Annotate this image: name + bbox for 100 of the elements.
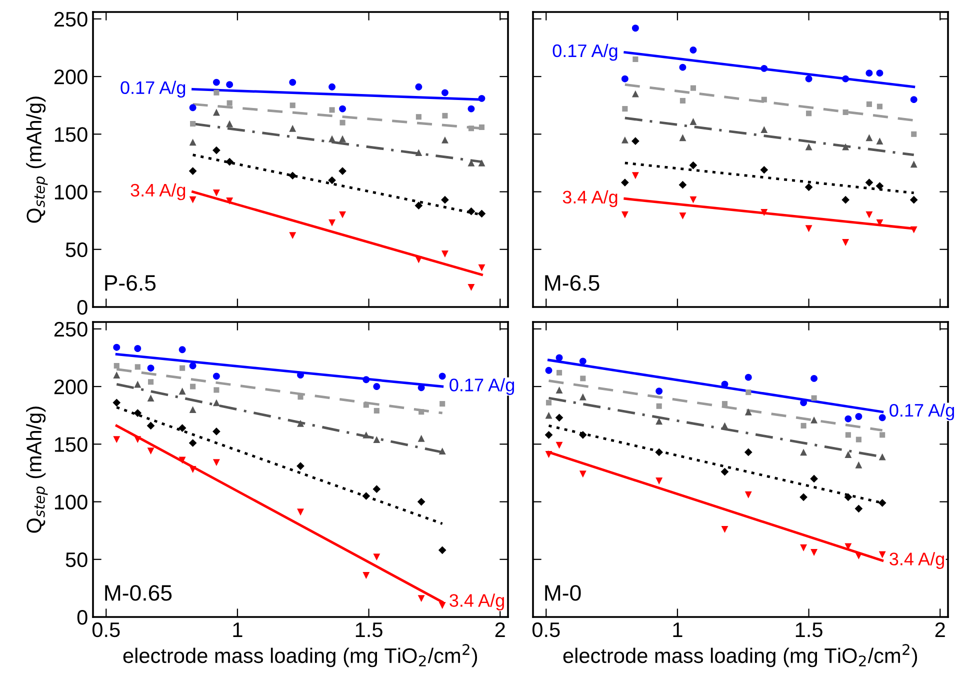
- point: [478, 94, 486, 102]
- annotation: P-6.5: [105, 275, 156, 291]
- point: [226, 158, 234, 166]
- point: [297, 420, 304, 427]
- point: [415, 149, 422, 156]
- point: [226, 120, 234, 128]
- point: [865, 178, 874, 186]
- x-tick-label: 1: [673, 622, 682, 637]
- y-axis-title: Q$_{step}$ (mAh/g): [26, 406, 48, 533]
- point: [744, 491, 752, 498]
- y-tick-label: 50: [66, 242, 88, 258]
- point: [362, 492, 370, 500]
- point: [442, 112, 448, 118]
- point: [621, 211, 628, 218]
- point: [134, 364, 140, 370]
- point: [329, 107, 335, 113]
- point: [761, 96, 767, 102]
- point: [328, 219, 336, 226]
- point: [415, 83, 422, 90]
- y-axis-title: Q$_{step}$ (mAh/g): [26, 96, 48, 223]
- point: [855, 413, 862, 420]
- point: [632, 90, 639, 98]
- point: [805, 143, 812, 150]
- point: [910, 96, 918, 104]
- point: [373, 554, 380, 561]
- point: [656, 478, 663, 484]
- point: [690, 196, 697, 204]
- point: [878, 453, 886, 460]
- point: [842, 196, 850, 204]
- point: [212, 372, 220, 380]
- point: [842, 143, 850, 150]
- point: [622, 106, 628, 112]
- point: [854, 504, 863, 513]
- point: [188, 167, 197, 175]
- point: [189, 362, 196, 370]
- point: [810, 474, 818, 483]
- point: [212, 428, 220, 436]
- point: [621, 75, 628, 82]
- x-tick-label: 2: [935, 622, 945, 637]
- point: [880, 432, 886, 438]
- point: [418, 434, 425, 442]
- x-tick-label: 0.5: [92, 622, 120, 638]
- point: [679, 212, 686, 220]
- x-axis-title: electrode mass loading (mg TiO$_{2}$/cm$^{2}$): [563, 644, 918, 668]
- x-tick-label: 0.5: [532, 622, 560, 638]
- point: [212, 189, 220, 196]
- point: [744, 408, 752, 416]
- point: [546, 400, 552, 406]
- point: [655, 448, 664, 456]
- point: [214, 387, 220, 393]
- point: [878, 551, 886, 558]
- point: [134, 380, 142, 388]
- point: [418, 384, 425, 392]
- point: [811, 395, 817, 401]
- point: [440, 401, 446, 407]
- x-tick-label: 1.5: [356, 622, 382, 638]
- point: [134, 436, 142, 444]
- point: [844, 415, 852, 422]
- point: [226, 81, 234, 88]
- point: [416, 114, 422, 120]
- point: [374, 408, 380, 414]
- point: [866, 211, 873, 218]
- point: [910, 160, 918, 168]
- point: [441, 196, 449, 204]
- point: [478, 159, 486, 166]
- point: [296, 462, 304, 470]
- point: [189, 406, 196, 414]
- point: [415, 256, 422, 264]
- point: [478, 264, 486, 272]
- point: [580, 376, 586, 382]
- point: [190, 121, 196, 127]
- point: [579, 358, 586, 365]
- annotation: 0.17 A/g: [120, 80, 186, 98]
- point: [842, 238, 850, 246]
- point: [417, 498, 426, 506]
- point: [478, 210, 486, 218]
- point: [328, 176, 336, 184]
- annotation: 0.17 A/g: [552, 44, 618, 61]
- annotation: 0.17 A/g: [890, 403, 954, 420]
- point: [720, 468, 729, 476]
- point: [878, 498, 886, 507]
- point: [362, 376, 370, 384]
- point: [800, 544, 808, 552]
- x-tick-label: 1.5: [796, 622, 822, 638]
- point: [545, 412, 552, 419]
- point: [362, 431, 370, 438]
- point: [621, 136, 628, 144]
- point: [556, 370, 562, 376]
- point: [418, 595, 425, 602]
- point: [760, 64, 768, 72]
- point: [418, 409, 424, 415]
- x-tick-label: 1: [233, 622, 242, 637]
- point: [810, 548, 818, 556]
- point: [810, 374, 818, 382]
- point: [656, 403, 662, 409]
- point: [328, 83, 336, 90]
- point: [214, 90, 220, 96]
- point: [467, 207, 476, 216]
- y-tick-label: 0: [77, 610, 88, 625]
- point: [338, 167, 346, 175]
